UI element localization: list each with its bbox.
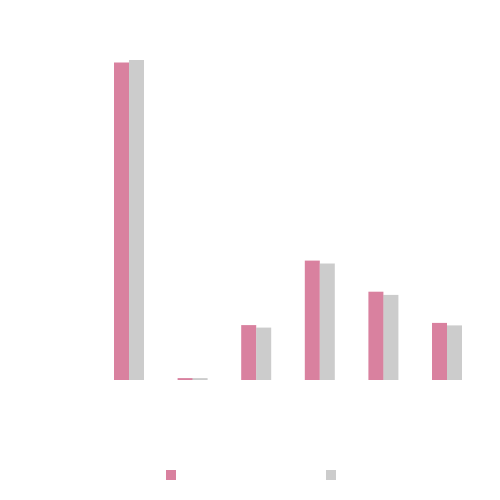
bars-group bbox=[114, 60, 462, 380]
legend bbox=[166, 470, 336, 480]
bar-series2-cat1 bbox=[129, 60, 144, 380]
bar-series2-cat2 bbox=[192, 378, 208, 380]
legend-swatch-series2 bbox=[326, 470, 336, 480]
bar-series1-cat4 bbox=[304, 260, 320, 380]
bar-series1-cat6 bbox=[432, 322, 447, 380]
bar-series1-cat5 bbox=[368, 291, 384, 380]
bar-series2-cat3 bbox=[256, 327, 272, 380]
legend-swatch-series1 bbox=[166, 470, 176, 480]
bar-series2-cat4 bbox=[319, 263, 335, 380]
bar-series1-cat1 bbox=[114, 62, 129, 380]
bar-series2-cat6 bbox=[447, 325, 462, 380]
bar-series1-cat2 bbox=[177, 378, 193, 380]
bar-series1-cat3 bbox=[241, 325, 257, 380]
bar-series2-cat5 bbox=[383, 294, 399, 380]
